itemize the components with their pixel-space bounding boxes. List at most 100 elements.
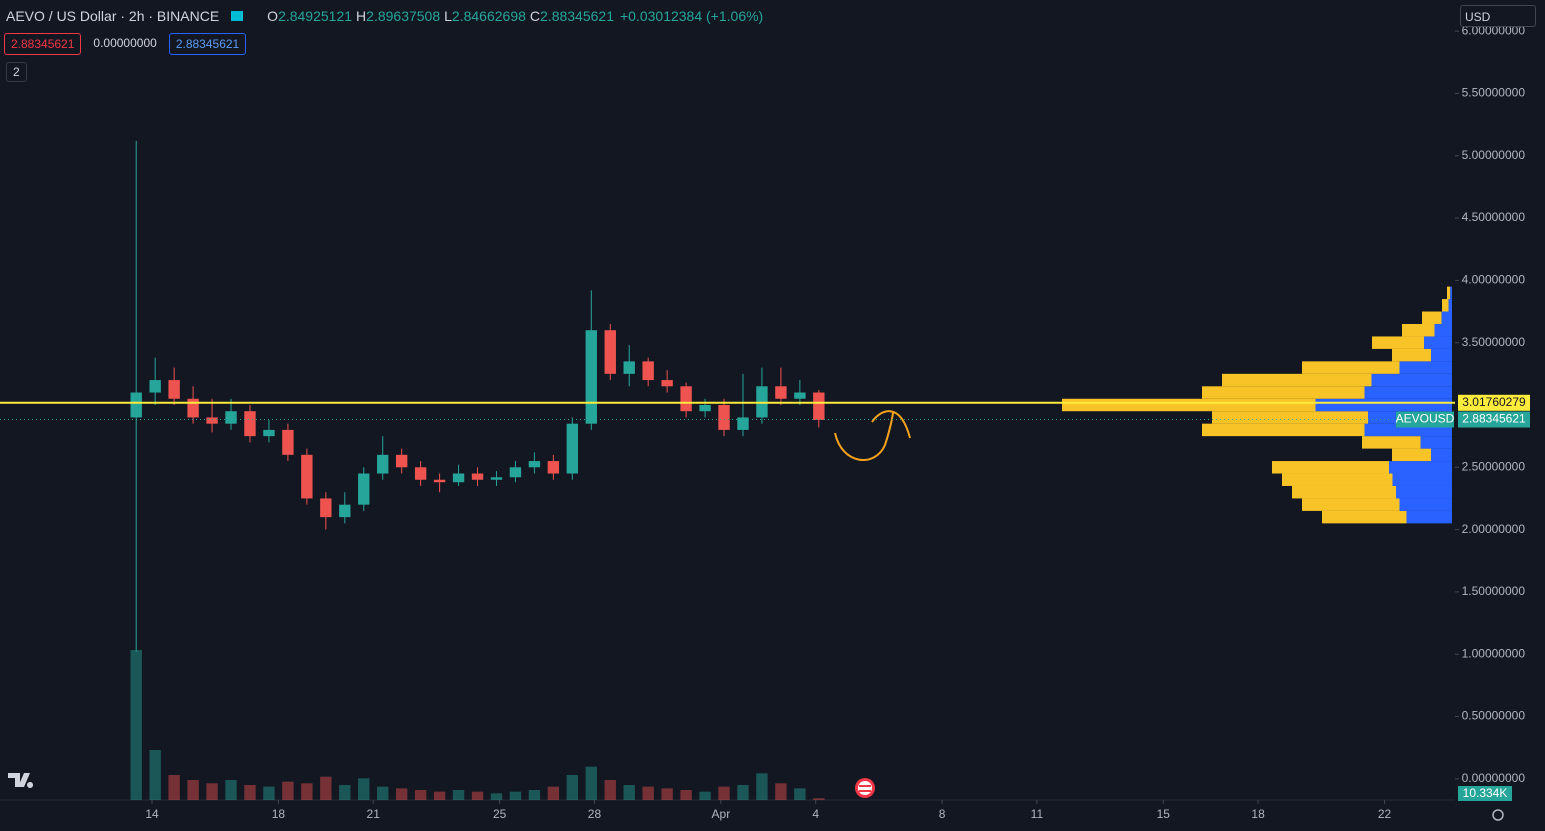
candle-body <box>301 454 313 499</box>
profile-bar <box>1202 423 1365 437</box>
profile-bar <box>1362 436 1421 449</box>
profile-bar <box>1442 299 1449 312</box>
profile-bar <box>1282 473 1393 486</box>
candle-body <box>737 417 749 430</box>
candle-body <box>509 467 522 478</box>
y-tick-label: 5.50000000 <box>1462 86 1526 100</box>
candle-body <box>206 417 218 424</box>
profile-bar-inner <box>1450 286 1452 300</box>
volume-bar <box>585 766 597 800</box>
profile-bar <box>1302 361 1400 374</box>
ohlc-value: 2.84662698 <box>451 8 526 24</box>
currency-select[interactable]: USD <box>1460 5 1536 27</box>
volume-bar <box>206 783 218 800</box>
volume-bar <box>813 798 825 800</box>
profile-bar-inner <box>1399 498 1452 511</box>
candle-body <box>661 380 673 387</box>
change: +0.03012384 (+1.06%) <box>619 8 764 24</box>
volume-bar <box>566 775 579 800</box>
volume-bar <box>225 780 237 800</box>
candle-body <box>794 392 806 399</box>
candle-body <box>547 461 560 474</box>
profile-bar <box>1292 485 1396 499</box>
volume-bar <box>263 786 275 800</box>
ohlc: O2.84925121 H2.89637508 L2.84662698 C2.8834… <box>263 8 614 24</box>
symbol[interactable]: AEVO / US Dollar · 2h · BINANCE <box>6 8 220 24</box>
y-tick-label: 3.50000000 <box>1462 335 1526 349</box>
last-price-label-bg <box>1458 411 1530 428</box>
profile-bar <box>1402 323 1435 337</box>
volume-bar <box>377 786 389 800</box>
candle-body <box>320 498 332 518</box>
volume-bar <box>509 791 522 800</box>
profile-bar <box>1302 498 1400 511</box>
candle-body <box>377 454 389 474</box>
candle-body <box>566 423 579 474</box>
volume-bar <box>547 786 560 800</box>
ohlc-key: O <box>267 8 279 24</box>
candle-body <box>149 380 161 393</box>
profile-bar-inner <box>1364 386 1452 399</box>
candle-body <box>813 392 825 420</box>
candle-body <box>471 473 484 480</box>
profile-bar-inner <box>1392 473 1452 486</box>
flag-icon <box>855 778 875 798</box>
indicator-toggle[interactable]: 2 <box>6 62 27 82</box>
volume-bar <box>244 785 256 800</box>
candle-body <box>395 454 408 468</box>
volume-bar <box>775 783 787 800</box>
y-tick-label: 1.50000000 <box>1462 584 1526 598</box>
ohlc-key: H <box>356 8 367 24</box>
volume-bar <box>604 780 616 800</box>
badge: 2.88345621 <box>4 33 82 55</box>
volume-bar <box>358 778 370 800</box>
x-tick-label: 22 <box>1378 807 1392 821</box>
profile-bar <box>1372 336 1424 349</box>
profile-bar-inner <box>1448 299 1452 312</box>
candle-body <box>680 386 692 412</box>
volume-bar <box>395 788 408 800</box>
volume-bar <box>149 750 161 800</box>
x-tick-label: 18 <box>1251 807 1265 821</box>
volume-label-bg <box>1458 786 1512 801</box>
y-tick-label: 0.50000000 <box>1462 709 1526 723</box>
volume-bar <box>452 790 465 800</box>
candle-body <box>775 386 787 399</box>
profile-bar <box>1322 510 1407 524</box>
candle-body <box>718 404 730 430</box>
ohlc-value: 2.89637508 <box>366 8 441 24</box>
volume-bar <box>168 775 180 800</box>
flag <box>231 11 244 21</box>
badge: 2.88345621 <box>168 33 247 55</box>
volume-bar <box>528 790 541 800</box>
profile-bar-inner <box>1434 323 1452 337</box>
profile-bar-inner <box>1424 336 1452 349</box>
y-tick-label: 4.00000000 <box>1462 273 1526 287</box>
volume-bar <box>433 791 446 800</box>
candle-body <box>490 477 503 480</box>
settings-icon[interactable] <box>1492 809 1504 821</box>
ohlc-value: 2.84925121 <box>278 8 353 24</box>
profile-bar-inner <box>1431 448 1452 462</box>
badge: 0.00000000 <box>93 36 157 50</box>
candle-body <box>642 361 654 381</box>
volume-bar <box>794 788 806 800</box>
volume-bar <box>282 781 294 800</box>
x-tick-label: 15 <box>1157 807 1171 821</box>
profile-bar <box>1202 386 1365 399</box>
profile-bar-inner <box>1441 311 1452 324</box>
profile-bar <box>1272 461 1389 474</box>
volume-bar <box>718 786 730 800</box>
last-price-label: 2.88345621 <box>1462 412 1526 426</box>
x-tick-label: 18 <box>272 807 286 821</box>
ohlc-key: L <box>444 8 452 24</box>
profile-bar-inner <box>1371 373 1452 387</box>
profile-bar-inner <box>1420 436 1452 449</box>
profile-bar <box>1422 311 1442 324</box>
volume-bar <box>471 791 484 800</box>
x-tick-label: 25 <box>493 807 507 821</box>
profile-bar <box>1222 373 1372 387</box>
x-tick-label: 21 <box>367 807 381 821</box>
